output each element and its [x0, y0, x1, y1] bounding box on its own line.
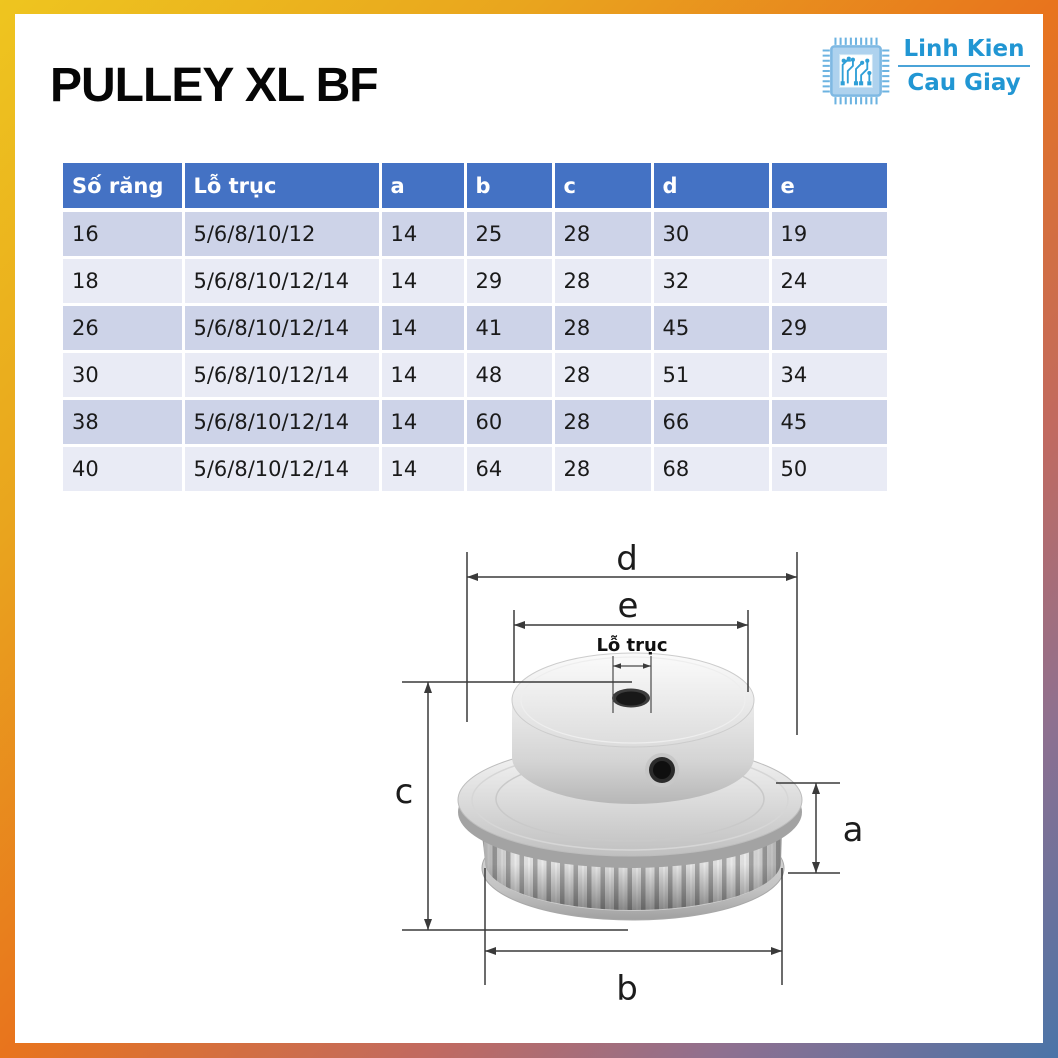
table-cell: 29: [465, 257, 555, 306]
table-cell: 45: [770, 398, 887, 447]
dimension-d: d: [466, 540, 798, 735]
table-cell: 19: [770, 210, 887, 259]
logo-text: Linh Kien Cau Giay: [898, 36, 1030, 97]
table-cell: 28: [553, 257, 654, 306]
table-cell: 29: [770, 304, 887, 353]
column-header: Số răng: [63, 163, 185, 212]
table-row: 26 5/6/8/10/12/14 14 41 28 45 29: [63, 304, 887, 353]
table-cell: 50: [770, 445, 887, 494]
table-cell: 14: [380, 445, 467, 494]
logo-divider: [898, 65, 1030, 67]
table-cell: 28: [553, 398, 654, 447]
table-cell: 5/6/8/10/12/14: [183, 351, 382, 400]
table-cell: 5/6/8/10/12/14: [183, 304, 382, 353]
table-cell: 60: [465, 398, 555, 447]
table-cell: 28: [553, 304, 654, 353]
table-cell: 25: [465, 210, 555, 259]
table-cell: 41: [465, 304, 555, 353]
table-cell: 14: [380, 210, 467, 259]
dimension-bore: Lỗ trục: [596, 634, 668, 713]
pulley-diagram: d e Lỗ trục c: [395, 540, 864, 1009]
table-row: 16 5/6/8/10/12 14 25 28 30 19: [63, 210, 887, 259]
table-cell: 14: [380, 257, 467, 306]
label-c: c: [395, 772, 414, 812]
spec-table-head-row: Số răng Lỗ trục a b c d e: [63, 163, 887, 212]
table-cell: 32: [652, 257, 772, 306]
table-cell: 5/6/8/10/12/14: [183, 257, 382, 306]
table-row: 18 5/6/8/10/12/14 14 29 28 32 24: [63, 257, 887, 306]
column-header: Lỗ trục: [183, 163, 382, 212]
table-cell: 30: [652, 210, 772, 259]
table-cell: 18: [63, 257, 185, 306]
table-cell: 16: [63, 210, 185, 259]
table-cell: 5/6/8/10/12/14: [183, 398, 382, 447]
logo-line1: Linh Kien: [903, 36, 1025, 62]
table-cell: 5/6/8/10/12: [183, 210, 382, 259]
spec-table-body: 16 5/6/8/10/12 14 25 28 30 19 18 5/6/8/10/12/14 1…: [63, 210, 887, 494]
label-a: a: [843, 810, 864, 850]
spec-table: Số răng Lỗ trục a b c d e 16 5/6/8/10/12 14 25 28 3…: [63, 163, 887, 494]
table-cell: 28: [553, 210, 654, 259]
table-row: 30 5/6/8/10/12/14 14 48 28 51 34: [63, 351, 887, 400]
column-header: c: [553, 163, 654, 212]
logo-line2: Cau Giay: [907, 70, 1021, 96]
table-cell: 26: [63, 304, 185, 353]
table-cell: 45: [652, 304, 772, 353]
dimension-b: b: [484, 868, 783, 1009]
pulley-photo: [457, 652, 803, 921]
column-header: e: [770, 163, 887, 212]
table-cell: 64: [465, 445, 555, 494]
column-header: d: [652, 163, 772, 212]
table-cell: 24: [770, 257, 887, 306]
chip-icon: [822, 37, 890, 105]
dimension-c: c: [395, 681, 632, 931]
dimension-e: e: [513, 586, 749, 692]
table-cell: 66: [652, 398, 772, 447]
table-cell: 14: [380, 398, 467, 447]
label-e: e: [618, 586, 639, 626]
column-header: b: [465, 163, 555, 212]
table-cell: 14: [380, 351, 467, 400]
table-cell: 51: [652, 351, 772, 400]
table-cell: 28: [553, 351, 654, 400]
table-cell: 34: [770, 351, 887, 400]
page-title: PULLEY XL BF: [50, 59, 379, 112]
brand-logo: Linh Kien Cau Giay: [817, 30, 1043, 112]
table-cell: 5/6/8/10/12/14: [183, 445, 382, 494]
table-cell: 28: [553, 445, 654, 494]
table-cell: 68: [652, 445, 772, 494]
column-header: a: [380, 163, 467, 212]
label-bore: Lỗ trục: [596, 634, 667, 656]
table-cell: 38: [63, 398, 185, 447]
table-cell: 14: [380, 304, 467, 353]
table-row: 38 5/6/8/10/12/14 14 60 28 66 45: [63, 398, 887, 447]
label-b: b: [616, 969, 638, 1009]
table-cell: 40: [63, 445, 185, 494]
table-cell: 30: [63, 351, 185, 400]
table-cell: 48: [465, 351, 555, 400]
dimension-a: a: [776, 782, 864, 874]
label-d: d: [616, 540, 638, 579]
table-row: 40 5/6/8/10/12/14 14 64 28 68 50: [63, 445, 887, 494]
